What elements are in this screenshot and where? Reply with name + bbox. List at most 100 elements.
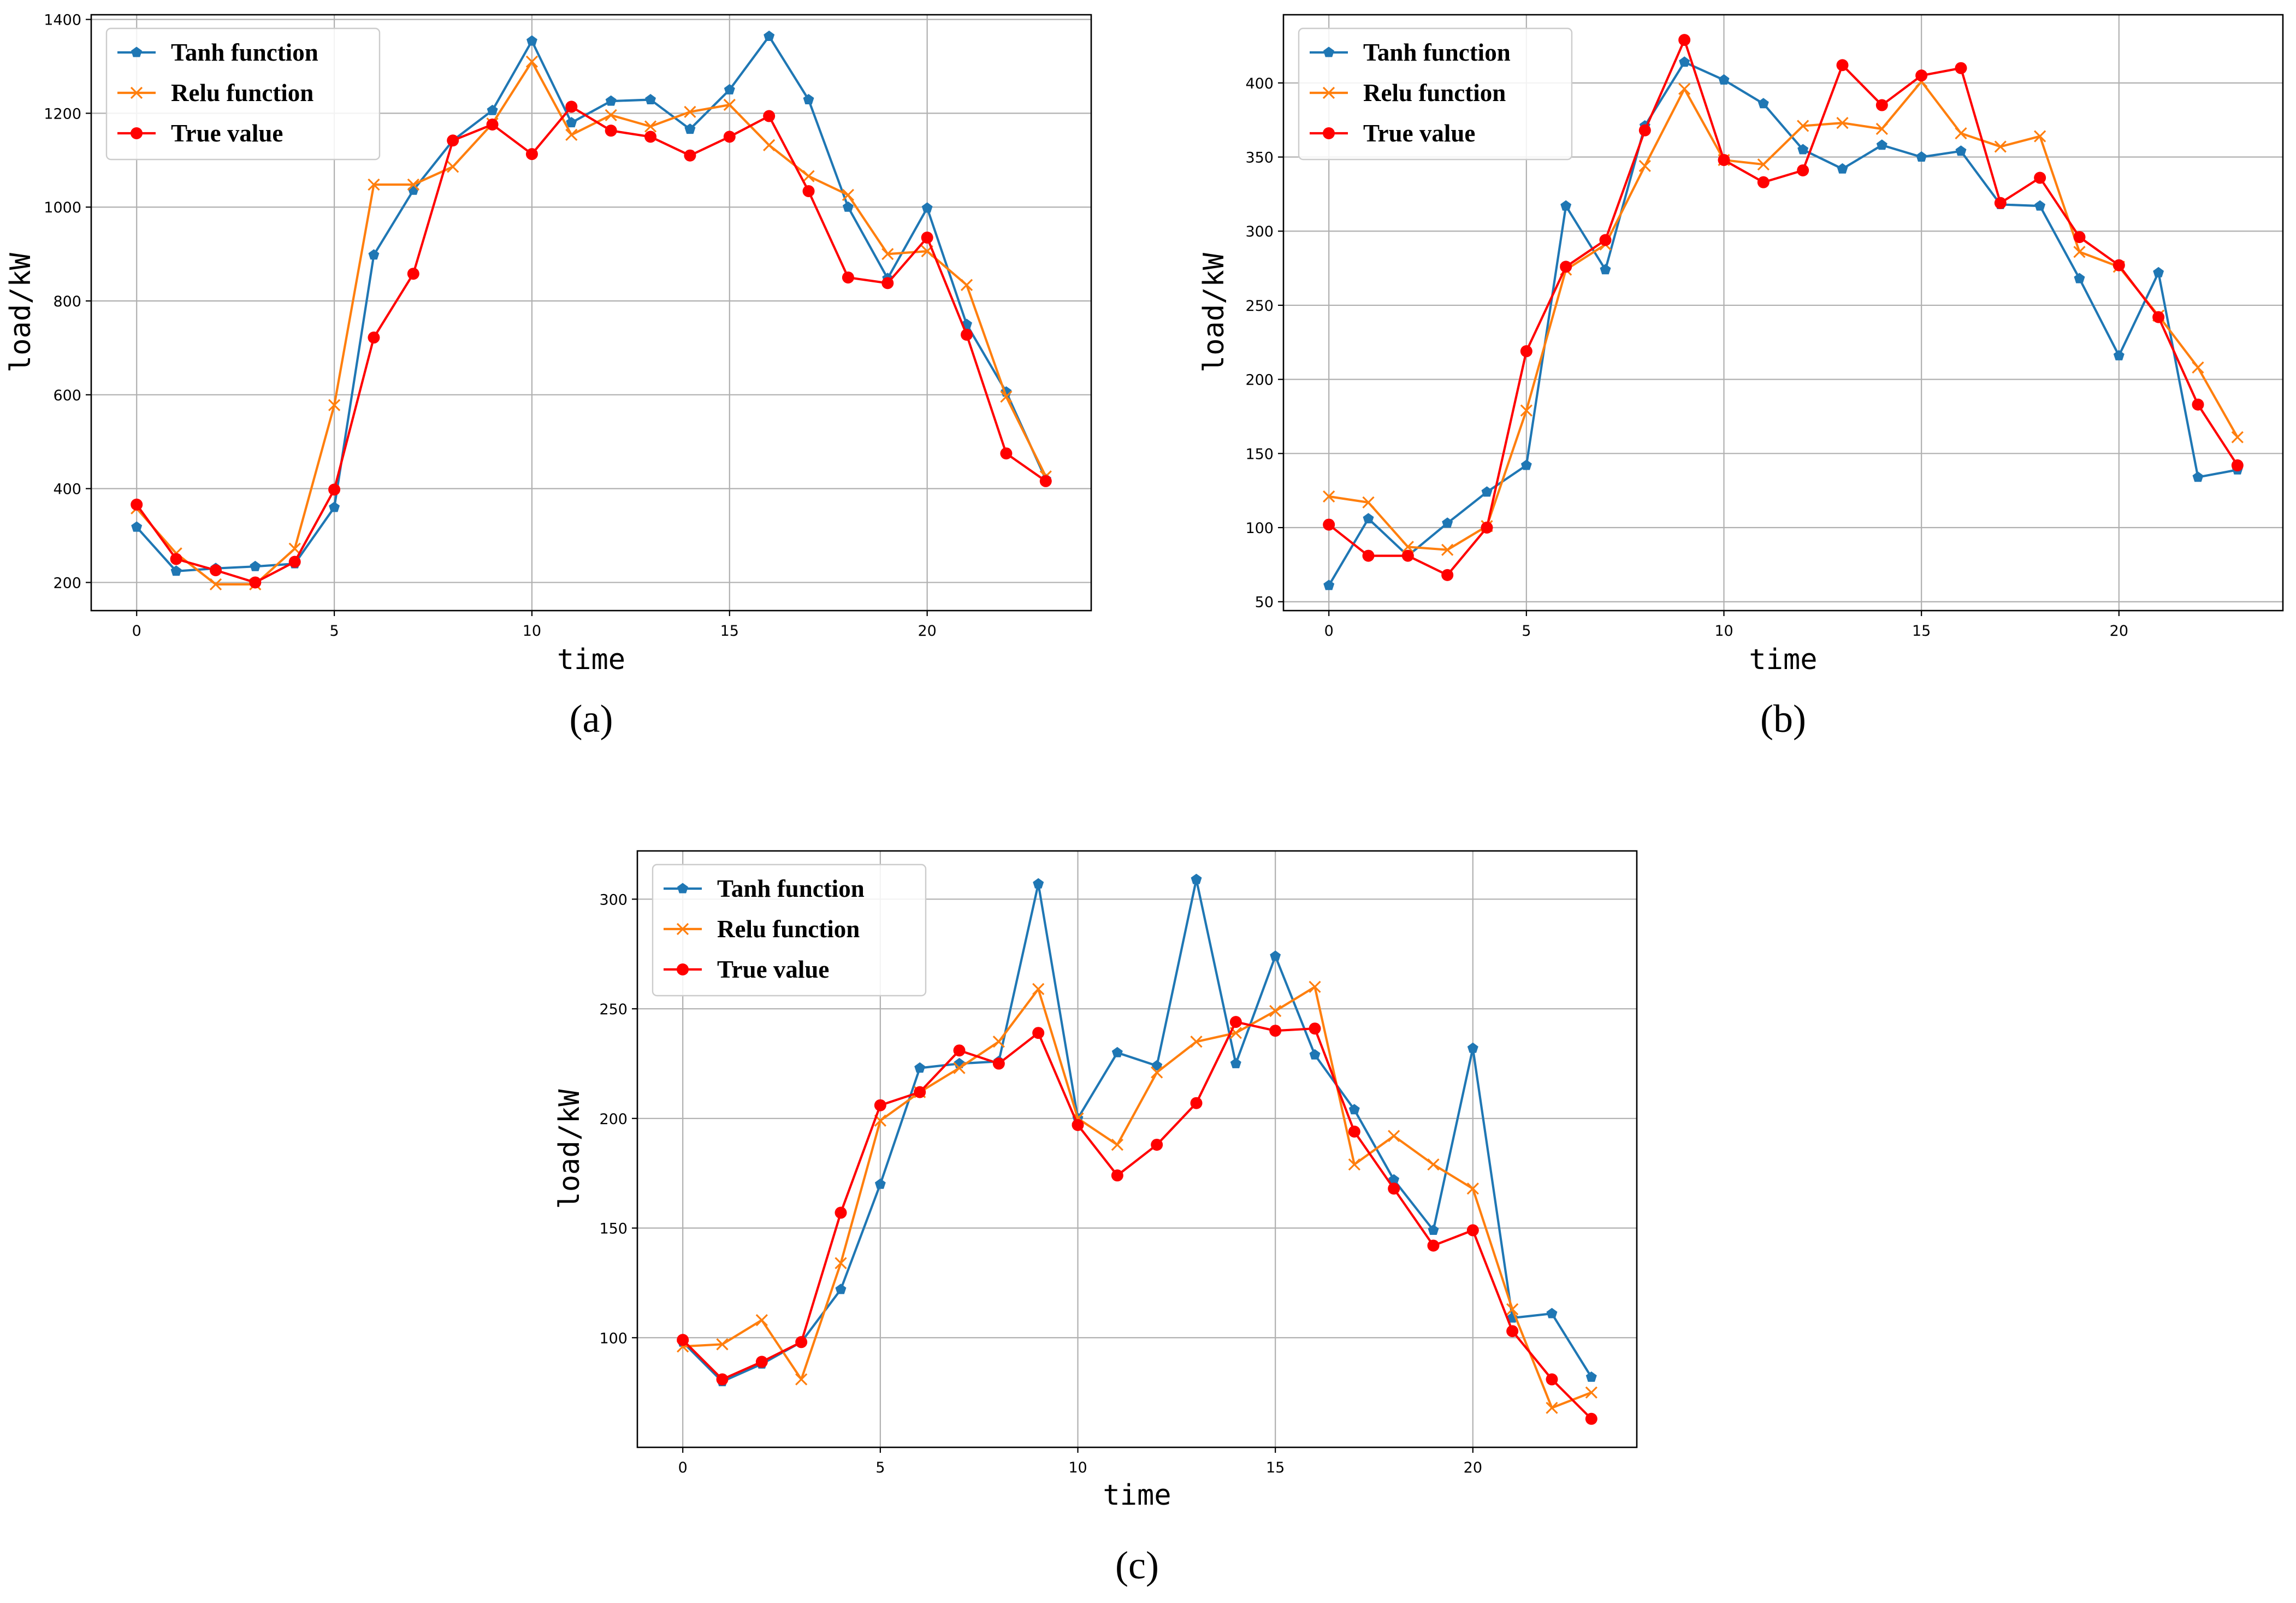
series-line-true xyxy=(682,1020,1593,1420)
data-point-true xyxy=(1585,1412,1597,1425)
data-point-relu xyxy=(755,1314,768,1327)
data-point-relu xyxy=(1757,158,1770,171)
legend-label-tanh: Tanh function xyxy=(1363,39,1511,66)
data-point-relu xyxy=(842,188,855,202)
data-point-true xyxy=(2192,398,2204,411)
data-point-tanh xyxy=(1191,873,1202,884)
plot-frame xyxy=(636,850,1638,1448)
data-point-relu xyxy=(1388,1129,1400,1143)
data-point-relu xyxy=(1678,82,1691,95)
data-point-tanh xyxy=(874,1178,886,1189)
x-tick-label: 20 xyxy=(1464,1459,1482,1476)
legend-box xyxy=(105,27,381,161)
legend-marker-true xyxy=(131,127,143,139)
y-tick-label: 350 xyxy=(1245,150,1274,167)
data-point-true xyxy=(525,148,538,161)
data-point-tanh xyxy=(605,95,617,106)
data-point-true xyxy=(486,119,499,131)
data-point-relu xyxy=(723,98,736,111)
series-line-true xyxy=(1328,38,2239,577)
y-tick-label: 400 xyxy=(53,481,81,498)
data-point-tanh xyxy=(1560,200,1572,211)
data-point-relu xyxy=(960,279,973,291)
panel-label: (c) xyxy=(1115,1543,1159,1587)
data-point-tanh xyxy=(566,117,577,128)
data-point-true xyxy=(874,1099,886,1111)
data-point-tanh xyxy=(2074,273,2085,283)
data-point-true xyxy=(684,149,696,162)
data-point-relu xyxy=(447,161,459,173)
data-point-true xyxy=(1718,153,1730,166)
data-point-true xyxy=(755,1356,768,1368)
series-line-tanh xyxy=(682,878,1593,1383)
x-tick-label: 5 xyxy=(1522,623,1531,640)
data-point-relu xyxy=(795,1373,808,1386)
data-point-tanh xyxy=(1388,1174,1400,1185)
chart-panel-3: 0 5 10 15 20 100 150 200 250 300 time load/kW Tanh f… xyxy=(553,850,1638,1587)
data-point-true xyxy=(795,1336,808,1348)
data-point-relu xyxy=(2231,431,2244,443)
data-point-tanh xyxy=(1837,163,1848,174)
data-point-true xyxy=(723,131,736,143)
series-line-relu xyxy=(1328,80,2239,551)
data-point-relu xyxy=(2073,246,2086,258)
data-point-tanh xyxy=(2034,200,2046,211)
legend-marker-relu xyxy=(130,86,143,99)
data-point-true xyxy=(1111,1169,1123,1182)
data-point-tanh xyxy=(1585,1371,1597,1382)
chart-panel-2: 0 5 10 15 20 50 100 150 200 250 300 350 400 time load/… xyxy=(1198,14,2284,741)
data-point-true xyxy=(1000,447,1013,460)
data-point-tanh xyxy=(1797,144,1809,155)
y-tick-label: 150 xyxy=(599,1221,628,1238)
data-point-true xyxy=(1546,1373,1558,1386)
legend: Tanh function Relu function True value xyxy=(652,863,927,997)
y-axis-label: load/kW xyxy=(4,252,37,372)
legend-label-true: True value xyxy=(1363,120,1475,147)
data-point-relu xyxy=(1994,140,2007,153)
data-point-tanh xyxy=(329,501,340,512)
data-point-tanh xyxy=(487,104,498,115)
data-point-relu xyxy=(1955,127,1967,140)
data-point-true xyxy=(1441,569,1454,581)
y-tick-label: 1000 xyxy=(44,199,81,216)
data-point-true xyxy=(953,1044,966,1057)
y-tick-label: 200 xyxy=(599,1111,628,1128)
data-point-true xyxy=(407,268,419,280)
legend-box xyxy=(652,863,927,997)
data-point-tanh xyxy=(1520,459,1532,470)
data-point-true xyxy=(1560,261,1572,273)
data-point-relu xyxy=(1151,1066,1163,1079)
x-tick-label: 15 xyxy=(1266,1459,1285,1476)
y-tick-label: 100 xyxy=(599,1330,628,1347)
legend-label-tanh: Tanh function xyxy=(717,875,865,902)
data-point-relu xyxy=(1323,490,1335,503)
data-point-relu xyxy=(1401,541,1414,553)
plot-area xyxy=(131,31,1052,591)
y-tick-label: 150 xyxy=(1245,446,1274,463)
data-point-tanh xyxy=(250,560,261,571)
data-point-relu xyxy=(1427,1158,1440,1171)
x-tick-label: 15 xyxy=(720,623,739,640)
data-point-true xyxy=(1323,518,1335,531)
data-point-true xyxy=(2073,231,2086,244)
data-point-tanh xyxy=(1323,579,1335,590)
data-point-tanh xyxy=(1428,1225,1439,1235)
data-point-relu xyxy=(1309,980,1321,993)
legend-marker-true xyxy=(1323,127,1335,139)
legend-marker-tanh xyxy=(677,883,688,894)
data-point-relu xyxy=(1441,543,1454,556)
data-point-tanh xyxy=(1955,145,1967,156)
data-point-true xyxy=(1401,549,1414,562)
data-point-true xyxy=(1032,1027,1045,1039)
data-point-true xyxy=(1427,1239,1440,1252)
data-point-true xyxy=(565,100,578,113)
data-point-tanh xyxy=(1916,151,1927,162)
legend-box xyxy=(1298,27,1573,161)
y-tick-label: 250 xyxy=(1245,298,1274,315)
data-point-tanh xyxy=(1270,950,1281,961)
data-point-true xyxy=(1362,549,1375,562)
data-point-true xyxy=(1388,1182,1400,1195)
data-point-true xyxy=(1466,1224,1479,1237)
data-point-tanh xyxy=(1600,264,1611,275)
